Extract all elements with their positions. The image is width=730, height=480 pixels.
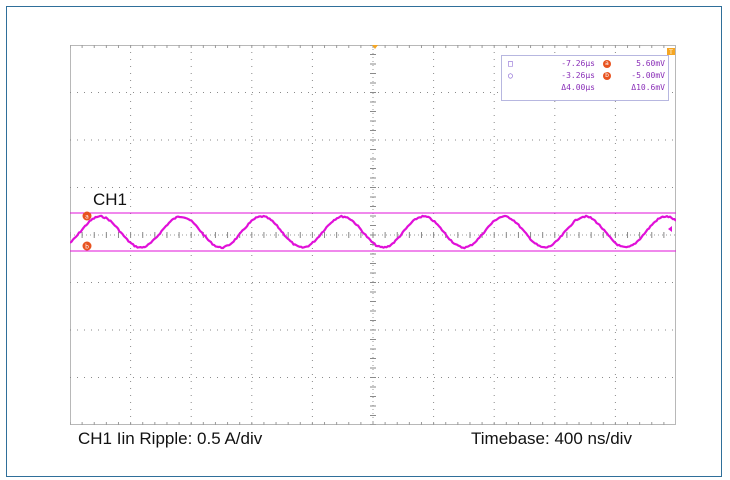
oscilloscope-screen: a b T xyxy=(70,45,676,425)
cursor-b-badge-icon: b xyxy=(603,72,611,80)
cursor-b-marker-icon[interactable]: b xyxy=(82,241,92,251)
delta-time: Δ4.00µs xyxy=(561,83,595,92)
ground-marker-icon xyxy=(668,226,672,232)
square-cursor-icon: □ xyxy=(508,59,513,68)
svg-text:b: b xyxy=(85,244,89,251)
cursor-a-marker-icon[interactable]: a xyxy=(82,211,92,221)
cursor-1-time: -7.26µs xyxy=(561,59,595,68)
cursor-readout-delta-row: Δ4.00µs Δ10.6mV xyxy=(502,83,668,94)
channel-scale-caption: CH1 Iin Ripple: 0.5 A/div xyxy=(78,429,263,448)
cursor-readout-panel: □ -7.26µs a 5.60mV ○ -3.26µs b -5.00mV Δ… xyxy=(501,55,669,101)
cursor-a-badge-icon: a xyxy=(603,60,611,68)
circle-cursor-icon: ○ xyxy=(508,71,513,80)
svg-text:a: a xyxy=(85,214,89,221)
ch1-trace xyxy=(70,214,676,250)
channel-label: CH1 xyxy=(93,190,128,209)
cursor-readout-row-2: ○ -3.26µs b -5.00mV xyxy=(502,71,668,82)
svg-text:T: T xyxy=(668,49,673,56)
grid xyxy=(70,45,676,425)
delta-voltage: Δ10.6mV xyxy=(631,83,665,92)
cursor-readout-row-1: □ -7.26µs a 5.60mV xyxy=(502,59,668,70)
cursor-a-voltage: 5.60mV xyxy=(636,59,665,68)
cursor-b-voltage: -5.00mV xyxy=(631,71,665,80)
cursor-2-time: -3.26µs xyxy=(561,71,595,80)
waveform-plot: a b T xyxy=(70,45,676,425)
trigger-position-icon xyxy=(372,45,378,49)
timebase-caption: Timebase: 400 ns/div xyxy=(471,429,632,448)
trigger-marker-icon: T xyxy=(667,48,675,56)
